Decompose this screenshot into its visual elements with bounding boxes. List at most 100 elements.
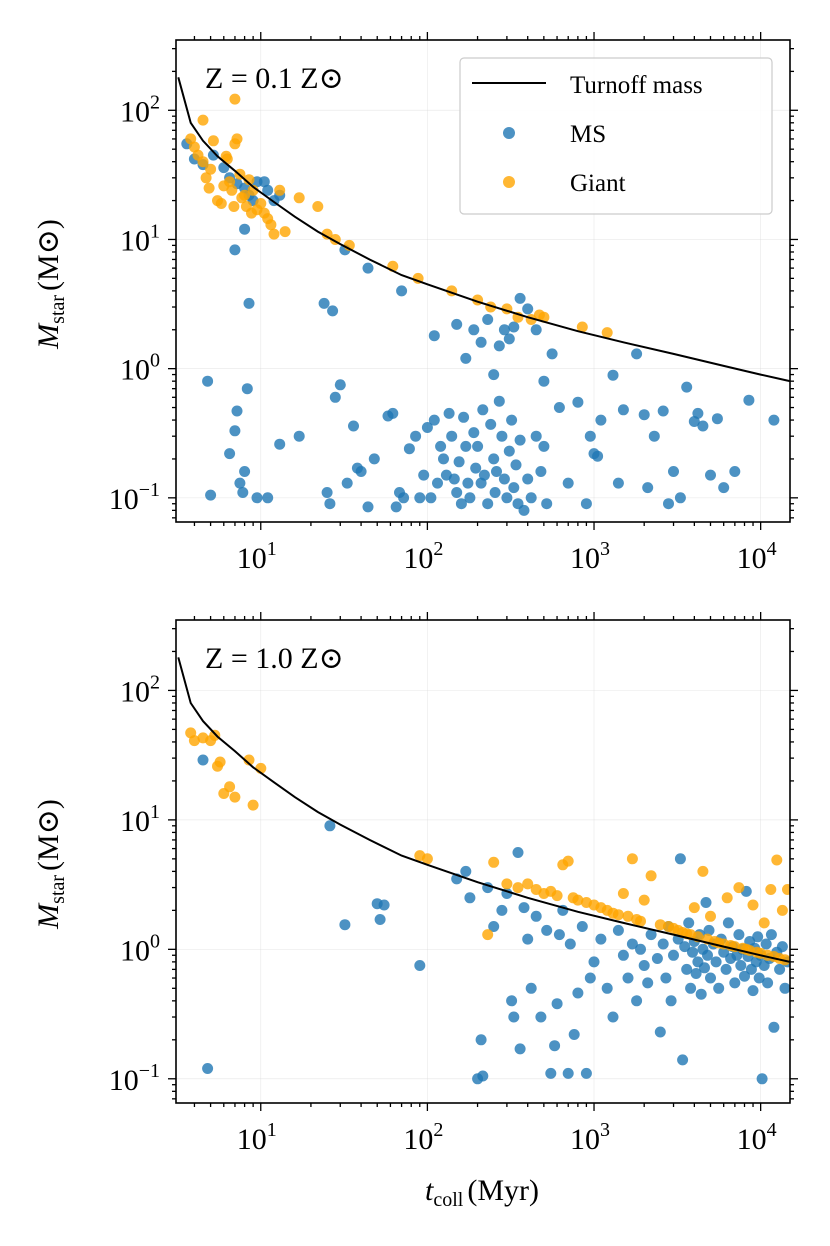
ms-point [584, 430, 596, 442]
ms-point [514, 434, 526, 446]
ms-point [687, 946, 698, 958]
giant-point [255, 198, 267, 209]
ms-point [448, 473, 460, 485]
giant-point [482, 929, 494, 941]
giant-point [771, 854, 783, 866]
plot-area [177, 77, 790, 516]
ms-point [549, 1040, 561, 1052]
legend-box [459, 57, 773, 215]
ms-point [446, 430, 458, 442]
ms-point [460, 352, 472, 364]
ms-point [553, 929, 565, 941]
giant-point [197, 156, 209, 168]
ms-point [642, 482, 654, 494]
axes-frame [175, 619, 791, 1104]
ms-point [414, 492, 426, 504]
ms-point [341, 477, 353, 489]
giant-point [782, 884, 790, 895]
ms-point [765, 929, 777, 941]
ms-point [703, 924, 715, 936]
giant-point [321, 228, 333, 240]
ms-point [584, 972, 596, 984]
ms-point [710, 956, 722, 968]
ms-point [522, 473, 534, 485]
ms-point [522, 303, 534, 315]
ms-point [318, 297, 330, 309]
ms-point [607, 1011, 619, 1023]
ms-point [224, 448, 236, 460]
ms-point [657, 938, 669, 950]
ms-point [478, 469, 490, 481]
ms-point [747, 985, 759, 997]
panel-top-annotation: Z = 0.1 Z⊙ [205, 62, 344, 95]
giant-point [721, 892, 733, 904]
ms-point [339, 919, 351, 931]
ms-point [482, 314, 494, 325]
ms-point [595, 933, 607, 945]
ms-point [617, 404, 629, 416]
ms-point [475, 336, 487, 348]
legend-ms-marker [503, 127, 515, 139]
y-tick-label: 102 [120, 91, 160, 128]
ms-point [488, 921, 500, 932]
ms-point [538, 440, 550, 452]
ms-point [403, 443, 415, 455]
ms-point [435, 440, 447, 452]
giant-point [758, 917, 770, 929]
ms-point [553, 402, 565, 413]
ms-point [711, 413, 723, 425]
ms-point [510, 459, 522, 471]
ms-point [642, 977, 654, 989]
ms-point [488, 369, 500, 381]
ms-point [421, 422, 433, 433]
giant-point [501, 878, 513, 890]
giant-point [622, 910, 634, 922]
ms-point [685, 982, 697, 994]
ms-point [718, 482, 730, 494]
ms-point [428, 330, 440, 342]
legend-giant-label: Giant [570, 170, 626, 197]
ms-point [475, 1034, 487, 1046]
ms-point [506, 995, 518, 1007]
giant-point [654, 919, 666, 931]
giant-point [215, 198, 227, 209]
giant-point [747, 899, 759, 911]
ms-point [518, 504, 530, 516]
ms-point [468, 427, 480, 439]
ms-point [535, 1011, 547, 1023]
ms-point [229, 244, 241, 256]
x-axis-label: tcoll (Myr) [425, 1174, 539, 1211]
ms-point [443, 407, 455, 419]
giant-point [265, 219, 277, 231]
giant-point [512, 882, 524, 894]
ms-point [774, 963, 786, 975]
giant-point [197, 114, 209, 126]
ms-point [572, 987, 584, 999]
ms-point [229, 425, 241, 437]
ms-point [690, 968, 702, 979]
ms-point [729, 466, 741, 477]
ms-point [576, 921, 588, 932]
y-tick-label: 10−1 [109, 1060, 160, 1097]
ms-point [674, 492, 686, 504]
giant-point [421, 853, 433, 865]
ms-point [414, 960, 426, 971]
ms-point [262, 492, 274, 504]
ms-point [695, 988, 707, 1000]
ms-point [648, 430, 660, 442]
ms-point [638, 960, 650, 971]
giant-point [188, 735, 200, 747]
ms-point [752, 931, 764, 943]
ms-point [760, 938, 772, 950]
legend: Turnoff mass MS Giant [459, 57, 773, 215]
ms-point [485, 418, 497, 430]
x-tick-label: 102 [403, 538, 443, 575]
ms-point [205, 489, 217, 501]
ms-point [541, 924, 553, 936]
ms-point [668, 466, 679, 477]
giant-point [612, 909, 624, 921]
ms-point [477, 1070, 489, 1082]
panel-bottom-annotation: Z = 1.0 Z⊙ [205, 642, 344, 675]
ms-point [768, 1021, 780, 1033]
